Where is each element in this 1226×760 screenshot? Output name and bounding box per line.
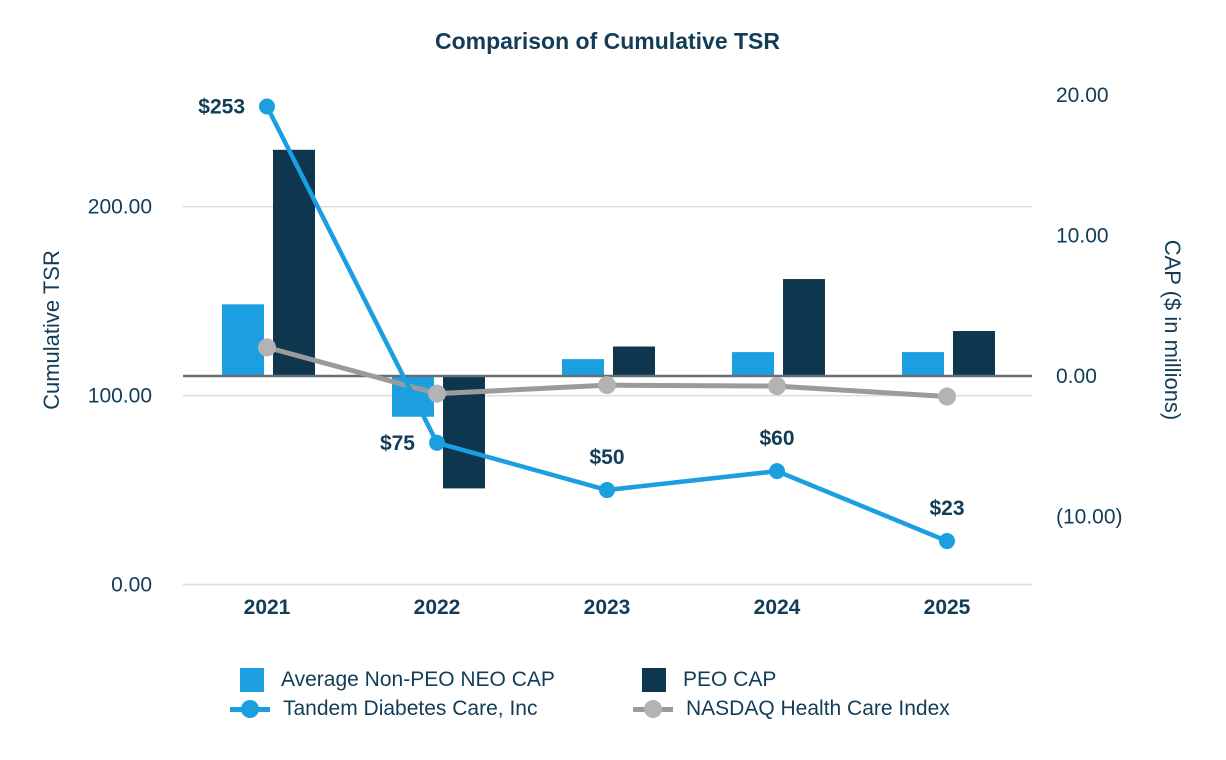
legend-item-nasdaq: NASDAQ Health Care Index <box>633 696 950 722</box>
bar-peo-cap <box>273 149 315 376</box>
tandem-point-label: $50 <box>589 446 624 469</box>
nasdaq-point <box>938 387 956 406</box>
x-axis-label: 2025 <box>924 596 971 619</box>
legend-label: PEO CAP <box>683 668 777 691</box>
bar-peo-cap <box>613 346 655 376</box>
legend-item-peo-cap: PEO CAP <box>642 667 776 693</box>
left-axis-tick-label: 0.00 <box>111 574 152 597</box>
x-axis-label: 2022 <box>414 596 461 619</box>
right-axis-tick-label: 10.00 <box>1056 225 1109 248</box>
legend-label: Average Non-PEO NEO CAP <box>281 668 555 691</box>
tandem-point <box>769 463 785 480</box>
right-axis-tick-label: (10.00) <box>1056 506 1123 529</box>
nasdaq-point <box>598 376 616 395</box>
tandem-point <box>599 482 615 499</box>
left-axis-tick-label: 100.00 <box>88 385 152 408</box>
right-axis-tick-label: 0.00 <box>1056 365 1097 388</box>
tandem-line <box>264 105 948 544</box>
line-dot-marker-icon <box>230 697 270 721</box>
nasdaq-point <box>258 338 276 357</box>
legend-item-tandem: Tandem Diabetes Care, Inc <box>230 696 537 722</box>
non-peo-cap-swatch-icon <box>240 668 264 692</box>
bar-peo-cap <box>783 279 825 376</box>
bar-peo-cap <box>953 331 995 376</box>
legend-label: NASDAQ Health Care Index <box>686 697 950 720</box>
bar-non-peo-cap <box>902 352 944 376</box>
tandem-point-label: $253 <box>198 96 245 119</box>
peo-cap-swatch-icon <box>642 668 666 692</box>
left-axis-tick-label: 200.00 <box>88 196 152 219</box>
chart-title: Comparison of Cumulative TSR <box>434 28 781 54</box>
legend-item-non-peo-cap: Average Non-PEO NEO CAP <box>240 667 555 693</box>
nasdaq-point <box>428 384 446 403</box>
x-axis-label: 2023 <box>584 596 631 619</box>
bar-non-peo-cap <box>732 352 774 376</box>
tandem-point-label: $23 <box>929 497 964 520</box>
right-axis-tick-label: 20.00 <box>1056 84 1109 107</box>
tandem-point <box>429 434 445 451</box>
bar-non-peo-cap <box>222 304 264 376</box>
line-dot-marker-icon <box>633 697 673 721</box>
x-axis-label: 2021 <box>244 596 291 619</box>
nasdaq-point <box>768 377 786 396</box>
tandem-point <box>939 533 955 550</box>
legend-label: Tandem Diabetes Care, Inc <box>283 697 538 720</box>
bar-non-peo-cap <box>562 359 604 376</box>
x-axis-label: 2024 <box>754 596 801 619</box>
tandem-point <box>259 98 275 115</box>
tandem-point-label: $60 <box>759 427 794 450</box>
tandem-point-label: $75 <box>380 432 415 455</box>
